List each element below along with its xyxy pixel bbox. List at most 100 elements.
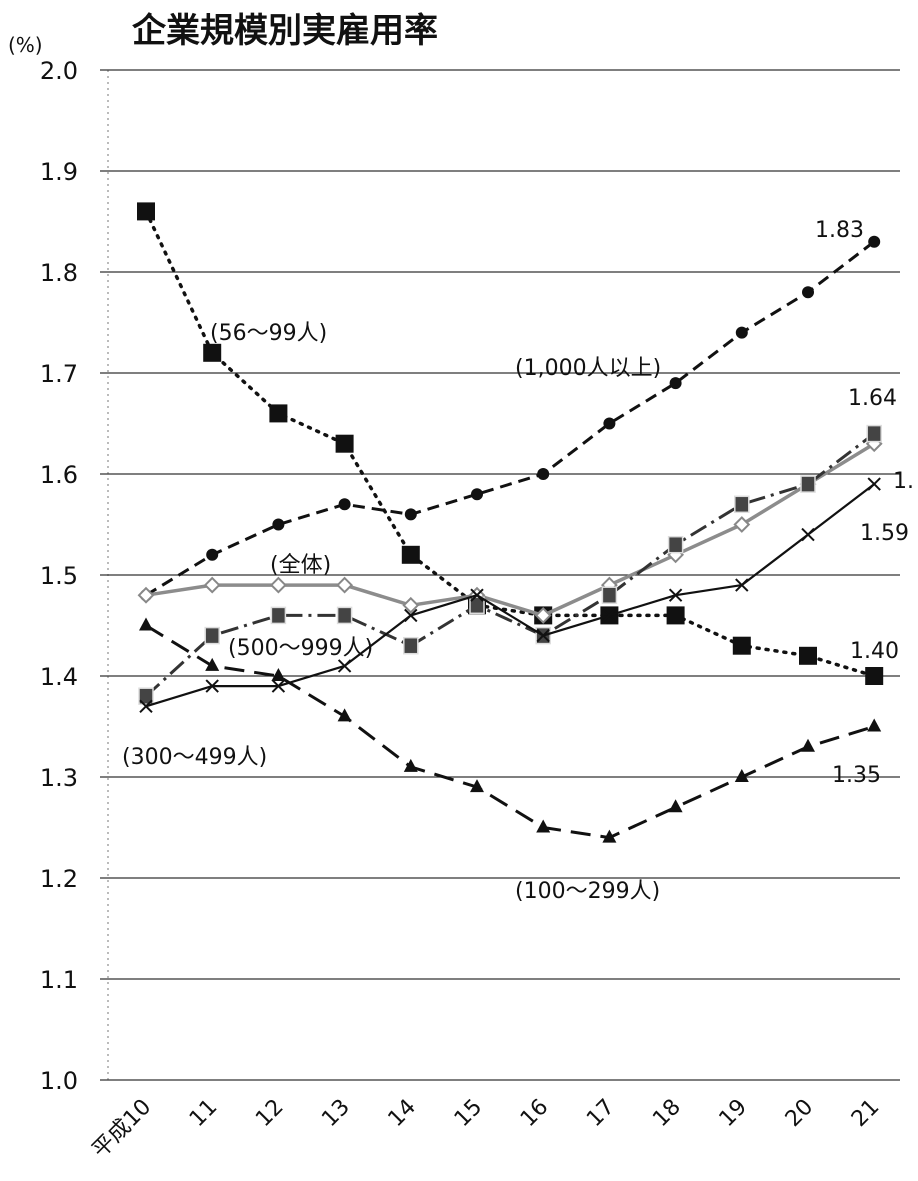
data-point xyxy=(536,819,551,833)
data-point xyxy=(271,668,286,681)
x-tick-label: 21 xyxy=(847,1095,884,1132)
data-point xyxy=(137,586,155,604)
data-point xyxy=(732,636,751,655)
data-point xyxy=(602,608,617,623)
gridlines xyxy=(100,69,900,1081)
data-point xyxy=(799,646,817,665)
series-label-total: (全体) xyxy=(270,553,331,578)
data-point xyxy=(271,679,286,693)
series-line xyxy=(145,624,875,840)
data-point xyxy=(205,679,219,693)
end-label-total: 1. xyxy=(893,469,914,494)
data-point xyxy=(534,606,552,624)
data-point xyxy=(603,417,616,430)
data-point xyxy=(404,608,418,623)
y-tick-label: 1.4 xyxy=(40,663,78,691)
data-point xyxy=(205,657,220,671)
x-tick-label: 18 xyxy=(648,1095,685,1132)
data-point xyxy=(404,508,417,521)
data-point xyxy=(336,576,354,594)
x-tick-label: 16 xyxy=(516,1095,553,1132)
data-point xyxy=(667,535,684,554)
series-label-500-999: (500～999人) xyxy=(228,636,373,661)
y-tick-label: 1.1 xyxy=(40,966,78,994)
data-point xyxy=(734,495,750,514)
series-label-300-499: (300～499人) xyxy=(122,745,267,770)
data-point xyxy=(403,758,418,772)
end-label-1000-plus: 1.83 xyxy=(815,218,864,243)
data-point xyxy=(868,235,881,248)
chart-title: 企業規模別実雇用率 xyxy=(132,11,438,51)
end-value-labels: 1.83 1.64 1. 1.59 1.40 1.35 xyxy=(815,218,914,788)
y-tick-label: 1.9 xyxy=(40,158,78,186)
y-unit-label: (%) xyxy=(8,33,43,57)
series-6 xyxy=(139,617,882,843)
data-point xyxy=(601,586,618,604)
y-axis-ticks: 1.0 1.1 1.2 1.3 1.4 1.5 1.6 1.7 1.8 1.9 2.0 xyxy=(40,57,78,1095)
end-label-56-99: 1.40 xyxy=(850,639,899,664)
end-label-100-299: 1.35 xyxy=(832,763,881,788)
data-point xyxy=(469,596,485,615)
series-line xyxy=(145,240,876,597)
data-point xyxy=(337,659,352,673)
data-point xyxy=(138,687,154,705)
series-annotations: (56～99人) (1,000人以上) (全体) (500～999人) (300… xyxy=(122,321,661,904)
data-point xyxy=(734,769,749,782)
x-tick-label: 20 xyxy=(781,1095,818,1132)
x-tick-label: 19 xyxy=(715,1095,752,1132)
data-point xyxy=(668,588,683,602)
data-point xyxy=(536,628,550,643)
series-label-100-299: (100～299人) xyxy=(515,879,660,904)
y-tick-label: 2.0 xyxy=(40,57,78,85)
y-tick-label: 1.7 xyxy=(40,360,78,388)
data-point xyxy=(866,424,882,443)
data-point xyxy=(801,527,815,542)
data-point xyxy=(403,636,419,655)
series-line xyxy=(144,432,876,698)
data-point xyxy=(270,606,287,625)
series-4 xyxy=(138,424,882,705)
data-point xyxy=(802,286,814,299)
y-tick-label: 1.3 xyxy=(40,764,78,792)
data-point xyxy=(735,326,748,339)
series-5 xyxy=(139,477,881,714)
y-tick-label: 1.5 xyxy=(40,562,78,590)
y-tick-label: 1.0 xyxy=(40,1067,78,1095)
data-point xyxy=(800,475,816,493)
data-point xyxy=(206,548,219,561)
x-tick-label: 11 xyxy=(185,1095,222,1132)
x-tick-label: 12 xyxy=(251,1095,288,1132)
data-point xyxy=(668,799,683,813)
data-point xyxy=(203,343,222,362)
data-point xyxy=(337,708,352,722)
data-point xyxy=(666,606,685,625)
series-label-56-99: (56～99人) xyxy=(210,321,327,346)
data-point xyxy=(335,434,354,453)
data-point xyxy=(272,518,285,531)
data-point xyxy=(669,377,682,390)
data-point xyxy=(269,576,287,594)
data-point xyxy=(203,576,221,594)
y-tick-label: 1.6 xyxy=(40,461,78,489)
x-tick-label: 平成10 xyxy=(88,1095,157,1164)
data-point xyxy=(735,578,749,592)
x-tick-label: 13 xyxy=(317,1095,354,1132)
series-line xyxy=(145,483,875,708)
x-tick-label: 15 xyxy=(450,1095,487,1132)
data-point xyxy=(139,699,153,714)
data-point xyxy=(865,667,884,685)
data-point xyxy=(867,477,881,491)
end-label-500-999: 1.64 xyxy=(848,386,897,411)
data-point xyxy=(471,488,483,501)
data-point xyxy=(336,606,353,625)
data-point xyxy=(470,588,484,602)
x-tick-label: 17 xyxy=(582,1095,619,1132)
data-point xyxy=(470,779,484,793)
end-label-300-499: 1.59 xyxy=(860,521,909,546)
series-2 xyxy=(140,235,881,602)
y-tick-label: 1.2 xyxy=(40,865,78,893)
data-point xyxy=(733,516,751,533)
data-point xyxy=(537,468,550,480)
data-point xyxy=(139,617,153,631)
